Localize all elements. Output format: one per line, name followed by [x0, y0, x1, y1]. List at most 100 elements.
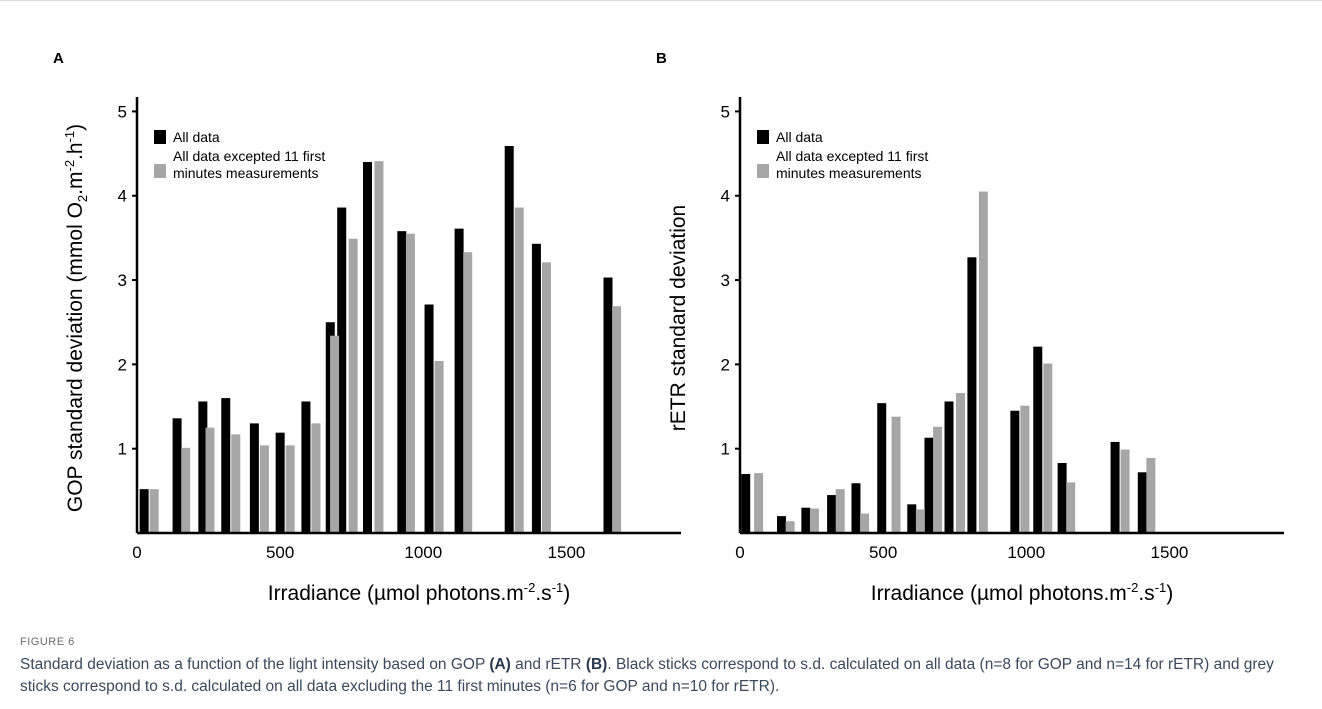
bar-excluded — [1146, 457, 1156, 533]
bar-excluded — [348, 238, 358, 533]
bar-all — [827, 495, 837, 533]
bar-excluded — [231, 434, 241, 533]
x-tick-label: 500 — [869, 543, 897, 562]
bar-all — [741, 473, 751, 533]
x-tick-label: 1500 — [548, 543, 586, 562]
bar-all — [198, 401, 208, 533]
label-part: -1 — [552, 580, 564, 595]
bar-all — [777, 516, 787, 533]
bar-excluded — [612, 306, 622, 533]
bar-all — [1057, 463, 1067, 533]
bar-excluded — [891, 416, 901, 533]
bar-all — [424, 304, 434, 533]
y-tick-label: 4 — [118, 187, 127, 206]
y-axis-label: GOP standard deviation (mmol O2.m-2.h-1) — [62, 124, 90, 512]
caption-part: and rETR — [510, 656, 586, 673]
bar-excluded — [205, 427, 215, 533]
bar-excluded — [541, 262, 551, 533]
bar-all — [504, 146, 514, 533]
bar-all — [249, 423, 259, 533]
bar-all — [924, 437, 934, 533]
bar-excluded — [915, 509, 925, 533]
label-part: -1 — [62, 131, 77, 143]
top-divider — [0, 0, 1322, 1]
y-tick-label: 3 — [721, 271, 730, 290]
x-tick-label: 1500 — [1151, 543, 1189, 562]
bar-all — [454, 228, 464, 534]
bar-all — [139, 489, 149, 533]
y-tick-label: 2 — [721, 355, 730, 374]
y-tick-label: 1 — [721, 440, 730, 459]
legend-swatch-excluded — [757, 164, 769, 178]
x-tick-label: 1000 — [1007, 543, 1045, 562]
label-part: Irradiance (µmol photons.m — [871, 582, 1127, 605]
bar-excluded — [978, 191, 988, 533]
caption-part: (B) — [585, 656, 608, 673]
bar-excluded — [181, 447, 191, 533]
label-part: -2 — [1127, 580, 1139, 595]
x-tick-label: 500 — [266, 543, 294, 562]
legend-swatch-all — [757, 130, 769, 144]
bar-all — [603, 277, 613, 533]
bar-all — [221, 398, 231, 533]
legend-label-all: All data — [776, 129, 823, 145]
bar-excluded — [1020, 405, 1030, 533]
figure-caption: FIGURE 6 Standard deviation as a functio… — [20, 636, 1310, 698]
label-part: minutes measurements — [173, 165, 319, 181]
caption-text: Standard deviation as a function of the … — [20, 654, 1310, 698]
label-part: -2 — [524, 580, 536, 595]
legend-swatch-all — [154, 130, 166, 144]
bar-excluded — [860, 513, 870, 533]
bar-all — [801, 507, 811, 533]
bar-excluded — [785, 521, 795, 533]
bar-excluded — [835, 489, 845, 533]
bar-excluded — [405, 233, 415, 533]
bar-all — [1110, 441, 1120, 533]
label-part: All data excepted 11 first — [173, 148, 325, 164]
bar-all — [851, 483, 861, 533]
panel-b: B 1 2 3 4 5 0 500 1000 1500 Irradiance (µmol photo… — [656, 50, 1284, 605]
label-part: All data excepted 11 first — [776, 148, 928, 164]
label-part: ) — [64, 124, 87, 131]
panel-letter: A — [53, 50, 64, 67]
y-tick-label: 3 — [118, 271, 127, 290]
legend-label-excluded: All data excepted 11 first minutes measur… — [776, 148, 928, 181]
x-axis-label: Irradiance (µmol photons.m-2.s-1) — [268, 580, 571, 605]
bar-excluded — [514, 207, 524, 534]
label-part: ) — [563, 582, 570, 605]
bar-excluded — [330, 335, 340, 533]
x-tick-label: 0 — [735, 543, 744, 562]
bar-excluded — [809, 508, 819, 533]
y-tick-label: 5 — [118, 102, 127, 121]
bar-excluded — [149, 489, 159, 533]
bar-excluded — [955, 393, 965, 533]
bar-excluded — [259, 445, 269, 533]
bar-all — [275, 432, 285, 533]
label-part: rETR standard deviation — [667, 205, 690, 431]
x-axis-label: Irradiance (µmol photons.m-2.s-1) — [871, 580, 1174, 605]
label-part: 2 — [75, 195, 90, 202]
bar-all — [172, 418, 182, 533]
panel-a: A 1 2 3 4 5 0 500 1000 1500 Irradiance (µmol photo… — [53, 50, 681, 605]
y-tick-label: 2 — [118, 355, 127, 374]
bar-all — [1137, 472, 1147, 533]
y-tick-label: 1 — [118, 440, 127, 459]
panel-letter: B — [656, 50, 667, 67]
bar-all — [907, 504, 917, 533]
y-tick-label: 5 — [721, 102, 730, 121]
bar-excluded — [434, 361, 444, 533]
legend-label-excluded: All data excepted 11 first minutes measur… — [173, 148, 325, 181]
label-part: .s — [535, 582, 551, 605]
x-tick-label: 1000 — [404, 543, 442, 562]
bar-excluded — [463, 252, 473, 533]
bar-all — [944, 401, 954, 533]
legend-label-all: All data — [173, 129, 220, 145]
x-tick-label: 0 — [132, 543, 141, 562]
bar-all — [301, 401, 311, 533]
bar-all — [1033, 346, 1043, 533]
bar-excluded — [1120, 449, 1130, 533]
label-part: GOP standard deviation (mmol O — [64, 202, 87, 512]
label-part: .m — [64, 172, 87, 195]
bar-all — [1010, 410, 1020, 533]
label-part: Irradiance (µmol photons.m — [268, 582, 524, 605]
